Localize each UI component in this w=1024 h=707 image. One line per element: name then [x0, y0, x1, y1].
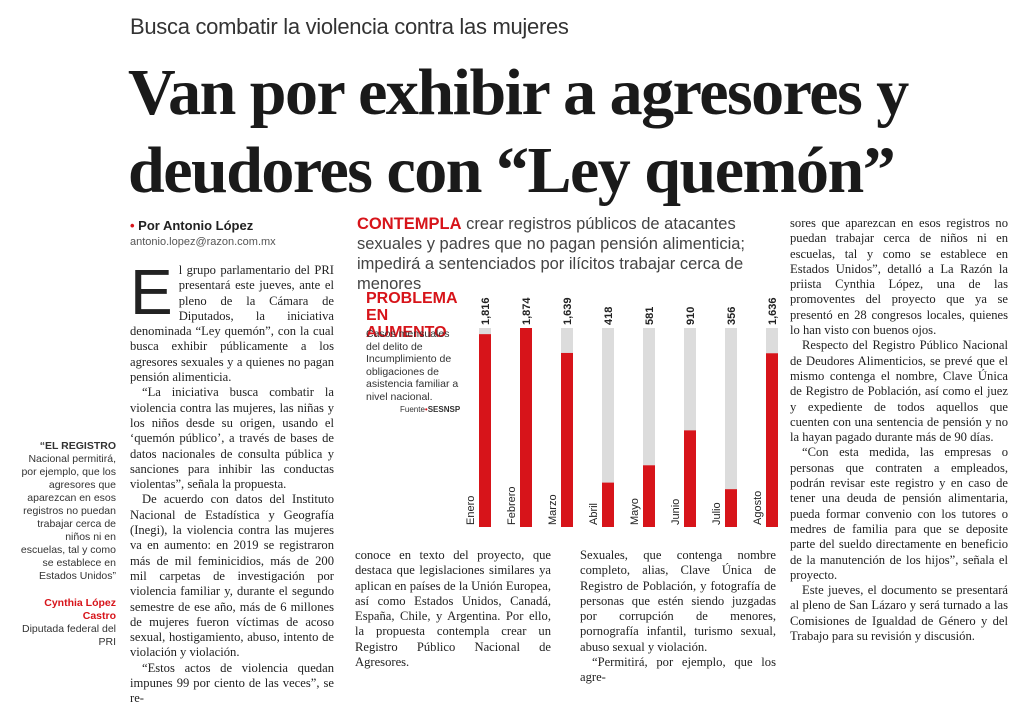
kicker: Busca combatir la violencia contra las m…: [130, 14, 569, 39]
bar: [561, 352, 573, 527]
quote-author: Cynthia López Castro: [44, 597, 116, 622]
summary-lead: CONTEMPLA: [357, 215, 462, 233]
headline: Van por exhibir a agresores y: [128, 56, 909, 129]
value-label: 356: [726, 307, 738, 325]
paragraph: El grupo parlamentario del PRI presentar…: [130, 256, 334, 385]
paragraph: Respecto del Registro Público Nacional d…: [790, 338, 1008, 445]
column: Sexuales, que contenga nombre completo, …: [580, 548, 776, 686]
sidebar: “EL REGISTRO Nacional permitirá, por eje…: [18, 440, 116, 649]
paragraph: Sexuales, que contenga nombre completo, …: [580, 548, 776, 654]
value-label: 1,874: [521, 297, 533, 325]
column: sores que aparezcan en esos registros no…: [790, 216, 1008, 644]
headline: deudores con “Ley quemón”: [128, 134, 896, 207]
bar: [520, 328, 532, 527]
category-label: Agosto: [752, 491, 764, 525]
paragraph: “Estos actos de violencia quedan impunes…: [130, 660, 334, 706]
value-label: 581: [644, 307, 656, 325]
category-label: Marzo: [547, 494, 559, 525]
category-label: Abril: [588, 503, 600, 525]
bar: [643, 465, 655, 527]
paragraph: sores que aparezcan en esos registros no…: [790, 216, 1008, 338]
value-label: 1,816: [480, 297, 492, 325]
quote-text: Nacional permitirá, por ejemplo, que los…: [20, 453, 116, 582]
email: antonio.lopez@razon.com.mx: [130, 236, 276, 248]
chart-title: PROBLEMA EN AUMENTO: [366, 290, 457, 341]
column: conoce en texto del proyecto, que destac…: [355, 548, 551, 670]
value-label: 418: [603, 307, 615, 325]
bar-track: [602, 328, 614, 527]
category-label: Mayo: [629, 498, 641, 525]
bar: [479, 334, 491, 527]
source-label: Fuente: [400, 405, 425, 414]
quote-role: Diputada federal del PRI: [22, 623, 116, 648]
paragraph: “La iniciativa busca combatir la violenc…: [130, 385, 334, 492]
byline: • Por Antonio López: [130, 218, 254, 233]
quote-lead: “EL REGISTRO: [39, 440, 116, 452]
category-label: Enero: [465, 496, 477, 525]
paragraph: Este jueves, el documento se presentará …: [790, 583, 1008, 644]
column: El grupo parlamentario del PRI presentar…: [130, 256, 334, 707]
chart-subtitle: Casos mensuales del delito de Incumplimi…: [366, 328, 459, 403]
source: SESNSP: [427, 405, 461, 414]
quote: “EL REGISTRO Nacional permitirá, por eje…: [18, 440, 116, 583]
summary-text: crear registros públicos de atacantes se…: [357, 215, 746, 293]
author: Por Antonio López: [138, 218, 254, 233]
bar: [602, 482, 614, 527]
value-label: 1,636: [767, 297, 779, 325]
chart-source: Fuente•SESNSP: [400, 405, 461, 414]
value-label: 1,639: [562, 297, 574, 325]
paragraph: “Con esta medida, las empresas o persona…: [790, 445, 1008, 582]
bar-track: [725, 328, 737, 527]
category-label: Junio: [670, 499, 682, 525]
bar: [766, 353, 778, 527]
value-label: 910: [685, 307, 697, 325]
category-label: Febrero: [506, 486, 518, 525]
category-label: Julio: [711, 502, 723, 525]
paragraph: De acuerdo con datos del Instituto Nacio…: [130, 492, 334, 660]
paragraph: “Permitirá, por ejemplo, que los agre-: [580, 655, 776, 685]
chart: 1,816 Enero 1,874 Febrero 1,639 Marzo 418 Abril…: [465, 297, 779, 527]
page: Busca combatir la violencia contra las m…: [18, 14, 1008, 706]
paragraph: conoce en texto del proyecto, que destac…: [355, 548, 551, 670]
summary: CONTEMPLA crear registros públicos de at…: [357, 214, 777, 294]
bar: [725, 489, 737, 527]
bar: [684, 430, 696, 527]
